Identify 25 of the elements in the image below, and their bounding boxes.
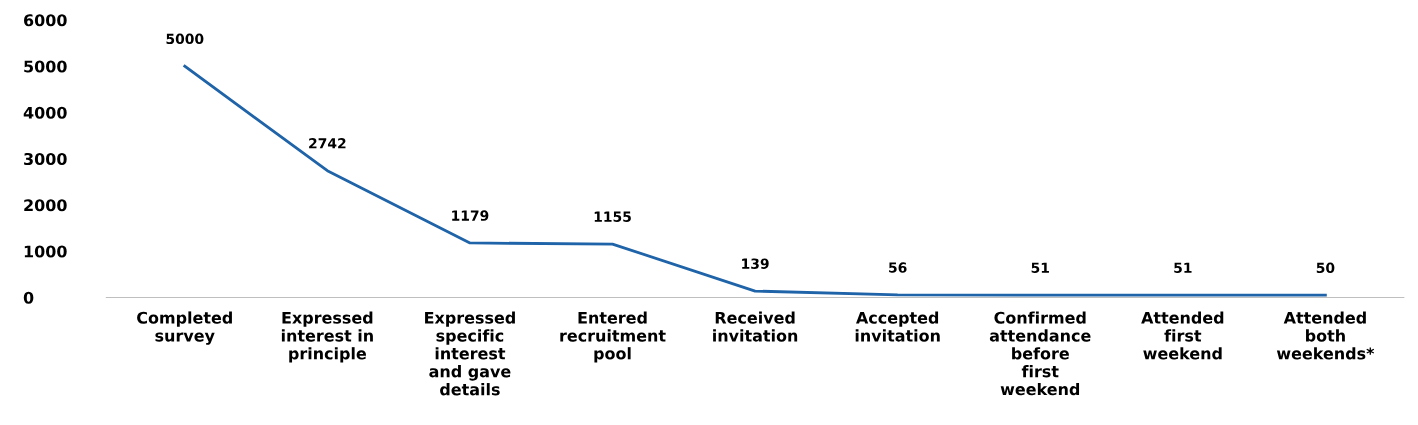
y-tick-label: 3000 (24, 152, 67, 166)
data-label: 2742 (309, 138, 346, 149)
y-tick-label: 2000 (24, 199, 67, 212)
x-tick-label: Entered recruitment pool (560, 311, 666, 363)
y-tick-label: 0 (23, 291, 34, 304)
data-label: 50 (1316, 262, 1335, 274)
y-tick-label: 6000 (24, 14, 67, 27)
x-tick-label: Expressed interest in principle (281, 311, 373, 363)
x-tick-label: Attended first weekend (1141, 311, 1224, 360)
x-tick-label: Attended both weekends* (1276, 311, 1375, 360)
x-tick-label: Expressed specific interest and gave details (425, 311, 515, 396)
data-label: 5000 (166, 33, 204, 45)
data-label: 56 (889, 262, 907, 273)
x-tick-label: Accepted invitation (855, 311, 940, 342)
data-label: 51 (1031, 262, 1049, 274)
data-label: 51 (1174, 262, 1192, 274)
data-label: 139 (742, 258, 769, 269)
y-tick-label: 5000 (24, 60, 67, 73)
x-tick-label: Received invitation (713, 311, 798, 342)
x-tick-label: Confirmed attendance before first weekend (989, 311, 1091, 396)
data-label: 1155 (594, 211, 631, 222)
data-label: 1179 (452, 210, 489, 221)
x-tick-label: Completed survey (137, 311, 232, 345)
y-tick-label: 1000 (24, 245, 67, 258)
y-tick-label: 4000 (23, 106, 67, 119)
